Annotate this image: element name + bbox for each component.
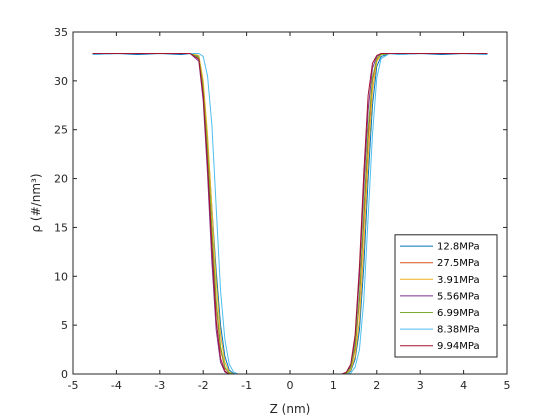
legend-label: 3.91MPa xyxy=(437,275,480,286)
y-tick-label: 15 xyxy=(54,221,68,234)
y-tick-label: 20 xyxy=(54,173,68,186)
x-tick-label: 5 xyxy=(504,379,511,392)
y-tick-label: 10 xyxy=(54,270,68,283)
legend: 12.8MPa 27.5MPa 3.91MPa 5.56MPa 6.99MPa 8.38M… xyxy=(394,234,498,358)
x-tick-label: -2 xyxy=(198,379,209,392)
legend-label: 9.94MPa xyxy=(437,341,480,352)
x-tick-label: -1 xyxy=(241,379,252,392)
x-tick-label: -5 xyxy=(68,379,79,392)
y-tick-label: 0 xyxy=(61,368,68,381)
y-tick-label: 30 xyxy=(54,75,68,88)
legend-label: 6.99MPa xyxy=(437,308,480,319)
y-tick-label: 5 xyxy=(61,319,68,332)
x-tick-label: 4 xyxy=(460,379,467,392)
axes-layer: -5 -4 -3 -2 -1 0 1 2 3 4 5 0 5 10 15 20 25 30 35 xyxy=(54,26,511,392)
x-tick-label: 2 xyxy=(373,379,380,392)
y-tick-label: 25 xyxy=(54,124,68,137)
x-tick-label: -3 xyxy=(154,379,165,392)
y-axis-label: ρ (#/nm³) xyxy=(29,174,43,233)
x-axis-label: Z (nm) xyxy=(270,402,311,416)
y-tick-label: 35 xyxy=(54,26,68,39)
x-tick-label: -4 xyxy=(111,379,122,392)
legend-label: 27.5MPa xyxy=(437,258,480,269)
x-tick-label: 0 xyxy=(287,379,294,392)
legend-label: 5.56MPa xyxy=(437,291,480,302)
x-tick-label: 1 xyxy=(330,379,337,392)
x-tick-label: 3 xyxy=(417,379,424,392)
legend-label: 8.38MPa xyxy=(437,325,480,336)
legend-label: 12.8MPa xyxy=(437,242,480,253)
